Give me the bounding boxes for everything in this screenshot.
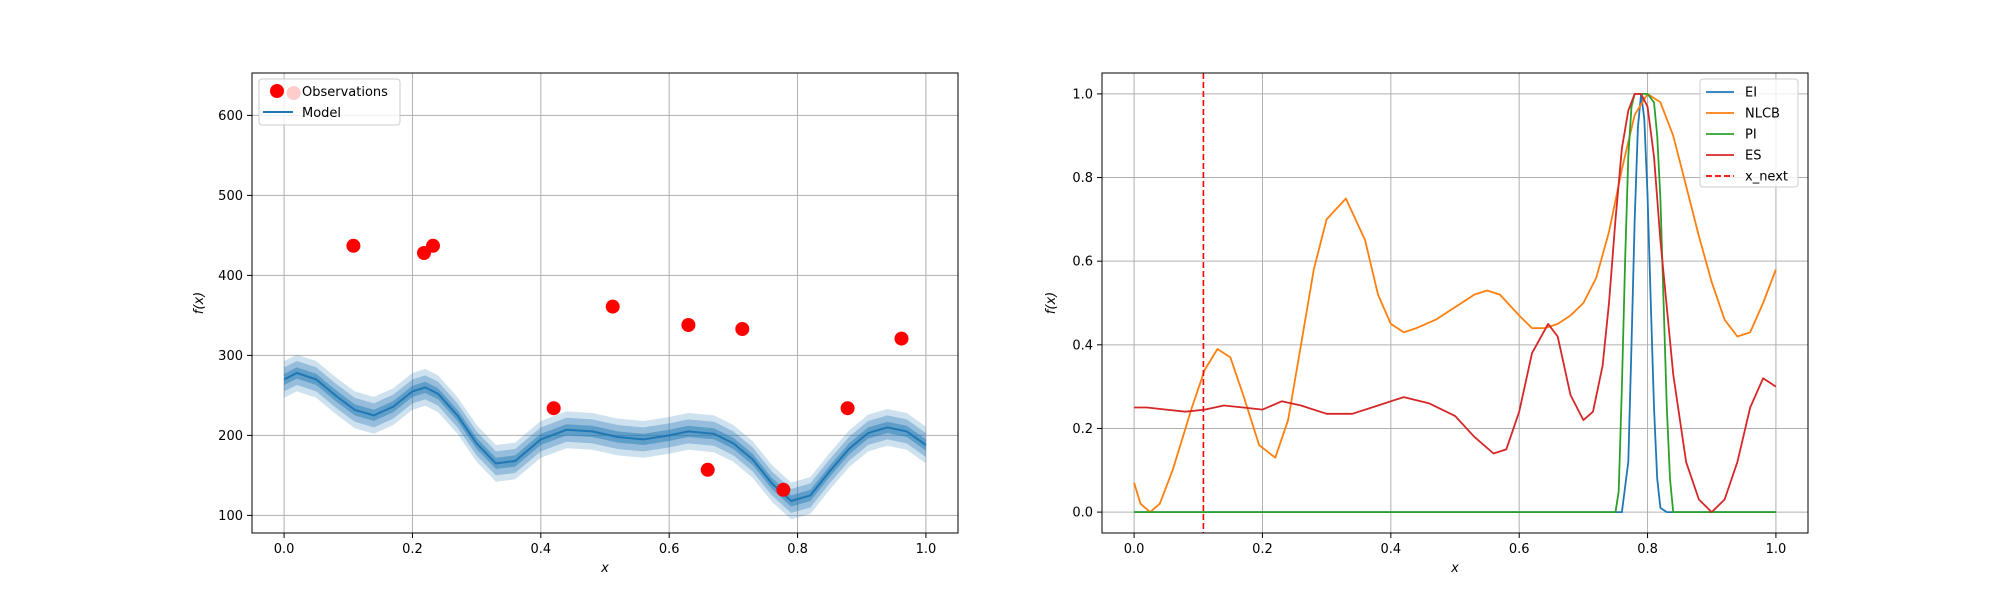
y-tick-label: 0.4 <box>1072 338 1093 353</box>
observation-point <box>346 238 361 253</box>
x-tick-label: 0.2 <box>1252 542 1273 557</box>
left-x-ticks: 0.0 0.2 0.4 0.6 0.8 1.0 <box>274 533 937 557</box>
observation-point <box>700 462 715 477</box>
legend-es-label: ES <box>1745 149 1761 164</box>
x-tick-label: 1.0 <box>1766 542 1787 557</box>
y-tick-label: 500 <box>218 189 243 204</box>
legend-pi-label: PI <box>1745 128 1757 143</box>
right-legend-box <box>1699 78 1799 188</box>
right-x-ticks: 0.0 0.2 0.4 0.6 0.8 1.0 <box>1124 533 1787 557</box>
legend-observations-marker <box>270 84 284 98</box>
left-x-axis-label: x <box>600 561 609 576</box>
ei-line <box>1134 93 1776 513</box>
observation-point <box>894 331 909 346</box>
observation-point <box>546 401 561 416</box>
y-tick-label: 100 <box>218 509 243 524</box>
observation-point <box>605 299 620 314</box>
x-tick-label: 1.0 <box>916 542 937 557</box>
y-tick-label: 200 <box>218 429 243 444</box>
legend-x-next-label: x_next <box>1745 170 1788 185</box>
left-y-ticks: 100 200 300 400 500 600 <box>218 109 252 524</box>
y-tick-label: 300 <box>218 349 243 364</box>
model-confidence-band <box>284 354 926 520</box>
observation-point <box>681 318 696 332</box>
es-line <box>1134 93 1777 513</box>
x-tick-label: 0.4 <box>530 542 551 557</box>
left-legend-box <box>258 78 401 126</box>
right-x-axis-label: x <box>1450 561 1459 576</box>
observation-point <box>426 238 440 253</box>
right-legend: EI NLCB PI ES x_next <box>1699 78 1799 188</box>
y-tick-label: 0.8 <box>1072 171 1093 186</box>
nlcb-line <box>1133 93 1777 513</box>
x-tick-label: 0.6 <box>1509 542 1530 557</box>
legend-ei-label: EI <box>1745 86 1757 101</box>
confidence-band-1 <box>284 354 926 520</box>
left-legend: Observations Model <box>258 78 401 126</box>
y-tick-label: 600 <box>218 109 243 124</box>
observation-point <box>776 482 791 497</box>
left-axes-frame <box>251 72 959 534</box>
y-tick-label: 1.0 <box>1072 87 1093 102</box>
right-plot: 0.0 0.2 0.4 0.6 0.8 1.0 0.00.20.40.60.81.0 x … <box>1044 72 1809 576</box>
pi-line <box>1134 93 1776 513</box>
observation-point <box>735 322 750 336</box>
legend-nlcb-label: NLCB <box>1745 107 1780 122</box>
observation-point <box>840 401 855 416</box>
legend-model-label: Model <box>302 106 341 121</box>
x-tick-label: 0.8 <box>787 542 808 557</box>
x-tick-label: 0.4 <box>1380 542 1401 557</box>
right-y-ticks: 0.0 0.2 0.4 0.6 0.8 1.0 <box>1072 87 1102 521</box>
x-tick-label: 0.6 <box>659 542 680 557</box>
y-tick-label: 0.6 <box>1072 255 1093 270</box>
x-tick-label: 0.0 <box>1124 542 1145 557</box>
acquisition-lines <box>1133 73 1777 533</box>
legend-observations-label: Observations <box>302 85 388 100</box>
right-axes-frame <box>1101 72 1809 534</box>
y-tick-label: 400 <box>218 269 243 284</box>
y-tick-label: 0.0 <box>1072 506 1093 521</box>
y-tick-label: 0.2 <box>1072 422 1093 437</box>
model-line <box>283 371 927 503</box>
x-tick-label: 0.2 <box>402 542 423 557</box>
left-y-axis-label: f(x) <box>192 292 207 314</box>
x-tick-label: 0.0 <box>274 542 295 557</box>
right-y-axis-label: f(x) <box>1044 292 1059 314</box>
x-tick-label: 0.8 <box>1637 542 1658 557</box>
